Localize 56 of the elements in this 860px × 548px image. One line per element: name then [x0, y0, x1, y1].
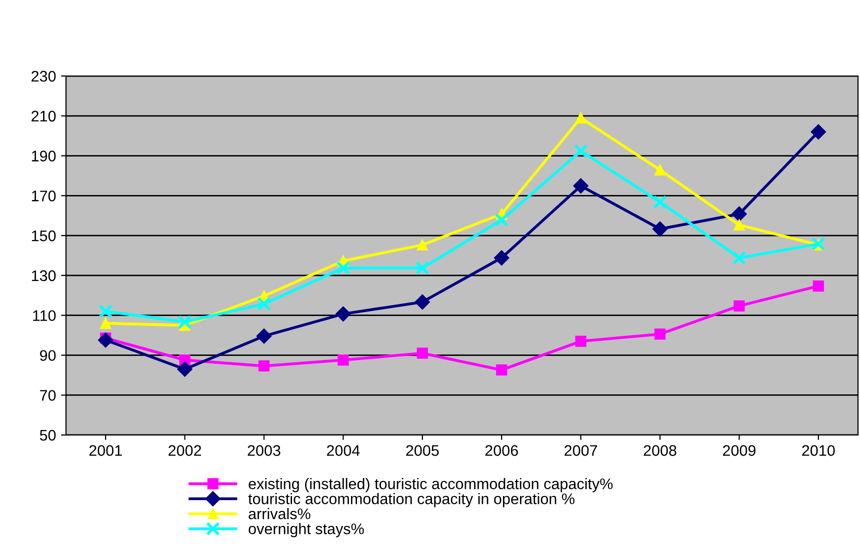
x-tick-label: 2008: [644, 445, 676, 456]
legend-label: arrivals%: [248, 508, 310, 520]
point: [810, 124, 826, 140]
x-tick-label: 2003: [248, 445, 280, 456]
x-tick-label: 2005: [406, 445, 439, 456]
point: [575, 112, 586, 124]
point: [98, 304, 113, 318]
point: [732, 250, 746, 265]
point: [415, 261, 430, 276]
point: [734, 300, 745, 312]
point: [654, 164, 666, 176]
x-tick-label: 2007: [564, 445, 598, 456]
x-tick-label: 2004: [326, 445, 360, 456]
point: [416, 239, 428, 250]
point: [100, 318, 112, 329]
point: [654, 328, 666, 340]
point: [732, 206, 747, 222]
y-tick-label: 110: [33, 310, 56, 322]
legend-label: overnight stays%: [248, 523, 364, 538]
point: [416, 348, 428, 359]
point: [575, 336, 586, 347]
point: [177, 362, 192, 377]
y-tick-label: 130: [32, 270, 56, 282]
y-tick-label: 210: [32, 110, 56, 122]
point: [338, 354, 349, 366]
point: [336, 261, 350, 276]
point: [653, 195, 667, 209]
point: [336, 306, 351, 322]
point: [734, 219, 745, 231]
point: [178, 314, 192, 329]
x-tick-label: 2009: [722, 445, 756, 456]
x-tick-label: 2006: [485, 445, 518, 456]
y-tick-label: 70: [40, 390, 56, 401]
point: [258, 360, 270, 372]
point: [573, 178, 588, 194]
point: [574, 144, 588, 158]
point: [496, 364, 508, 376]
point: [494, 213, 509, 227]
y-tick-label: 230: [32, 70, 56, 82]
y-tick-label: 50: [40, 430, 56, 441]
point: [98, 332, 114, 348]
x-tick-label: 2001: [89, 445, 122, 456]
y-tick-label: 90: [40, 350, 56, 361]
y-tick-label: 190: [32, 150, 56, 162]
point: [256, 328, 272, 344]
y-tick-label: 150: [32, 230, 56, 242]
point: [812, 280, 824, 292]
legend-label: touristic accommodation capacity in operation %: [248, 493, 574, 508]
point: [494, 250, 510, 266]
y-tick-label: 170: [32, 190, 56, 202]
x-tick-label: 2010: [802, 445, 835, 456]
point: [257, 297, 271, 311]
point: [652, 221, 668, 237]
legend-label: existing (installed) touristic accommodation capacity%: [248, 478, 613, 492]
point: [414, 294, 430, 310]
x-tick-label: 2002: [168, 445, 202, 456]
